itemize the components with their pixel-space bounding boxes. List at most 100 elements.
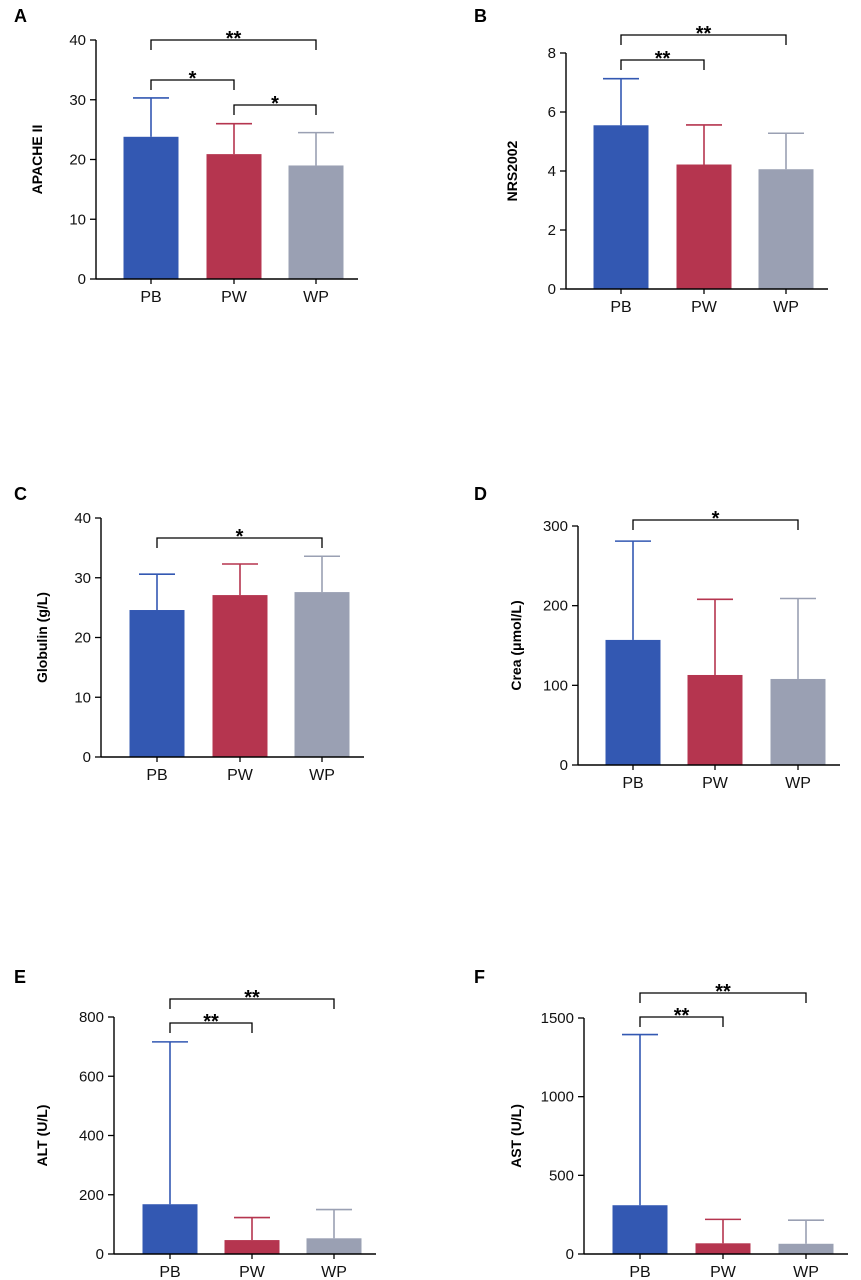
x-tick-label-a-pb: PB	[140, 289, 161, 306]
bar-a-wp	[288, 165, 344, 279]
significance-label-c-1: *	[236, 526, 244, 548]
x-tick-label-b-pw: PW	[691, 299, 718, 316]
y-tick-label-b-2: 2	[548, 222, 556, 239]
panel-letter-d: D	[474, 484, 487, 504]
y-tick-label-f-500: 500	[549, 1167, 574, 1184]
significance-bracket-a-3	[150, 39, 317, 50]
significance-bracket-d-1	[632, 519, 799, 530]
y-tick-label-b-4: 4	[548, 163, 556, 180]
y-tick-label-d-100: 100	[543, 677, 568, 694]
bar-b-pb	[593, 125, 649, 290]
y-tick-label-d-200: 200	[543, 598, 568, 615]
y-tick-label-a-40: 40	[69, 32, 86, 49]
significance-bracket-f-2	[639, 992, 807, 1003]
bar-c-pb	[129, 610, 185, 757]
significance-label-f-2: **	[715, 981, 731, 1003]
y-axis-title-a: APACHE II	[29, 125, 45, 195]
y-tick-label-a-20: 20	[69, 152, 86, 169]
bar-e-pb	[142, 1204, 198, 1254]
significance-label-d-1: *	[712, 508, 720, 530]
bar-b-wp	[758, 169, 814, 289]
x-tick-label-f-pw: PW	[710, 1264, 737, 1280]
y-tick-label-d-300: 300	[543, 518, 568, 535]
significance-label-f-1: **	[674, 1005, 690, 1027]
significance-bracket-f-1	[639, 1016, 724, 1027]
x-tick-label-d-pw: PW	[702, 775, 729, 792]
significance-bracket-a-1	[150, 79, 235, 90]
x-tick-label-e-pb: PB	[159, 1264, 180, 1280]
y-tick-label-f-0: 0	[566, 1246, 574, 1263]
y-tick-label-a-10: 10	[69, 211, 86, 228]
significance-label-e-1: **	[203, 1011, 219, 1033]
significance-bracket-e-2	[169, 998, 335, 1009]
panel-letter-e: E	[14, 967, 26, 987]
significance-bracket-c-1	[156, 537, 323, 548]
significance-label-b-1: **	[655, 48, 671, 70]
panel-letter-f: F	[474, 967, 485, 987]
bar-d-wp	[770, 678, 826, 765]
x-tick-label-a-pw: PW	[221, 289, 248, 306]
panel-e: E ALT (U/L) PB PW WP 0 200 400 600 800 ** **	[14, 967, 376, 1280]
bar-f-wp	[778, 1243, 834, 1254]
x-tick-label-d-pb: PB	[622, 775, 643, 792]
significance-bracket-b-2	[620, 34, 787, 45]
y-tick-label-c-40: 40	[74, 510, 91, 527]
y-tick-label-a-30: 30	[69, 92, 86, 109]
bar-f-pb	[612, 1205, 668, 1254]
y-tick-label-c-30: 30	[74, 570, 91, 587]
panel-letter-c: C	[14, 484, 27, 504]
x-tick-label-b-wp: WP	[773, 299, 799, 316]
bar-c-pw	[212, 595, 268, 757]
y-tick-label-b-6: 6	[548, 104, 556, 121]
x-tick-label-f-wp: WP	[793, 1264, 819, 1280]
significance-label-a-3: **	[226, 28, 242, 50]
panel-letter-b: B	[474, 6, 487, 26]
panel-f: F AST (U/L) PB PW WP 0 500 1000 1500 ** **	[474, 967, 848, 1280]
y-axis-title-c: Globulin (g/L)	[34, 592, 50, 683]
significance-label-a-2: *	[271, 93, 279, 115]
bar-d-pw	[687, 674, 743, 765]
panel-b: B NRS2002 PB PW WP 0 2 4 6 8 ** **	[474, 6, 828, 316]
y-tick-label-a-0: 0	[78, 271, 86, 288]
x-tick-label-a-wp: WP	[303, 289, 329, 306]
significance-label-b-2: **	[696, 23, 712, 45]
bar-c-wp	[294, 592, 350, 757]
y-axis-title-d: Crea (μmol/L)	[508, 600, 524, 690]
x-tick-label-d-wp: WP	[785, 775, 811, 792]
panel-d: D Crea (μmol/L) PB PW WP 0 100 200 300 *	[474, 484, 840, 792]
y-tick-label-e-600: 600	[79, 1068, 104, 1085]
y-tick-label-c-10: 10	[74, 689, 91, 706]
y-tick-label-e-400: 400	[79, 1128, 104, 1145]
significance-bracket-e-1	[169, 1022, 253, 1033]
bar-e-pw	[224, 1240, 280, 1254]
x-tick-label-b-pb: PB	[610, 299, 631, 316]
bar-f-pw	[695, 1243, 751, 1254]
x-tick-label-e-pw: PW	[239, 1264, 266, 1280]
y-tick-label-c-0: 0	[83, 749, 91, 766]
panel-letter-a: A	[14, 6, 27, 26]
bar-d-pb	[605, 639, 661, 765]
x-tick-label-e-wp: WP	[321, 1264, 347, 1280]
significance-label-a-1: *	[189, 68, 197, 90]
x-tick-label-f-pb: PB	[629, 1264, 650, 1280]
x-tick-label-c-pb: PB	[146, 767, 167, 784]
bar-e-wp	[306, 1238, 362, 1254]
bar-a-pb	[123, 136, 179, 279]
bar-a-pw	[206, 154, 262, 279]
y-tick-label-e-0: 0	[96, 1246, 104, 1263]
y-tick-label-f-1000: 1000	[541, 1089, 574, 1106]
panel-c: C Globulin (g/L) PB PW WP 0 10 20 30 40 *	[14, 484, 364, 784]
y-axis-title-e: ALT (U/L)	[34, 1105, 50, 1167]
y-tick-label-e-800: 800	[79, 1009, 104, 1026]
y-tick-label-d-0: 0	[560, 757, 568, 774]
y-axis-title-f: AST (U/L)	[508, 1104, 524, 1168]
significance-bracket-a-2	[233, 104, 317, 115]
y-tick-label-e-200: 200	[79, 1187, 104, 1204]
y-tick-label-c-20: 20	[74, 630, 91, 647]
y-tick-label-b-0: 0	[548, 281, 556, 298]
y-tick-label-b-8: 8	[548, 45, 556, 62]
bar-b-pw	[676, 164, 732, 289]
y-tick-label-f-1500: 1500	[541, 1010, 574, 1027]
